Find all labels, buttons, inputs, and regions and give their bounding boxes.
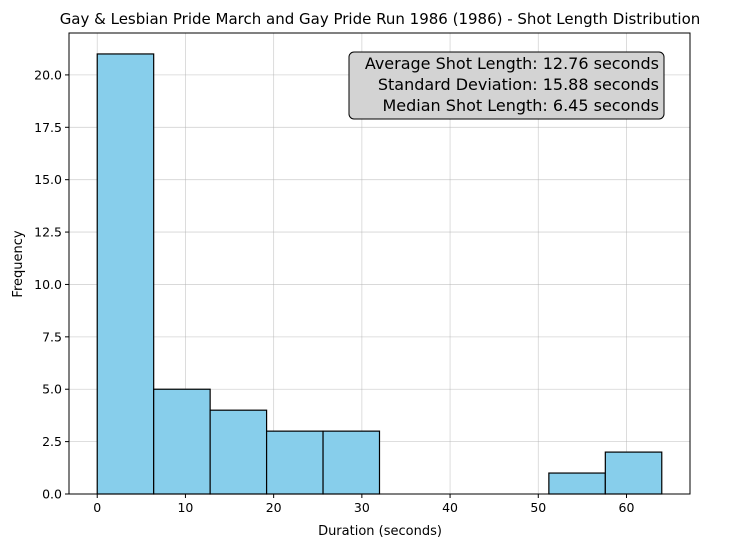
x-tick-label: 60 <box>619 500 635 515</box>
histogram-bar <box>153 388 211 495</box>
histogram-bars <box>96 53 663 495</box>
stats-stddev-line: Standard Deviation: 15.88 seconds <box>378 75 659 94</box>
stats-average-line: Average Shot Length: 12.76 seconds <box>365 54 659 73</box>
histogram-bar <box>265 430 324 495</box>
y-axis-label: Frequency <box>11 230 26 297</box>
histogram-bar <box>209 409 268 495</box>
y-tick-label: 2.5 <box>42 434 62 449</box>
histogram-bar <box>322 430 381 495</box>
histogram-bar <box>604 451 663 495</box>
y-tick-label: 17.5 <box>34 120 62 135</box>
stats-median-line: Median Shot Length: 6.45 seconds <box>383 96 660 115</box>
plot-frame <box>68 32 691 495</box>
y-tick-label: 5.0 <box>42 382 62 397</box>
y-tick-label: 12.5 <box>34 225 62 240</box>
x-tick-label: 50 <box>530 500 546 515</box>
x-tick-label: 30 <box>354 500 370 515</box>
x-tick-label: 40 <box>442 500 458 515</box>
histogram-bar <box>548 472 606 495</box>
stats-box-background <box>348 51 665 120</box>
x-tick-label: 10 <box>177 500 193 515</box>
x-tick-label: 20 <box>266 500 282 515</box>
stats-annotation-box: Average Shot Length: 12.76 seconds Stand… <box>348 51 665 120</box>
y-tick-label: 15.0 <box>34 172 62 187</box>
y-tick-label: 7.5 <box>42 329 62 344</box>
histogram-bar <box>96 53 155 495</box>
y-axis-ticks: 0.0 2.5 5.0 7.5 10.0 12.5 15.0 17.5 20.0 <box>34 67 69 502</box>
x-axis-ticks: 0 10 20 30 40 50 60 <box>93 494 634 515</box>
y-tick-label: 0.0 <box>42 487 62 502</box>
y-tick-label: 20.0 <box>34 67 62 82</box>
y-tick-label: 10.0 <box>34 277 62 292</box>
x-tick-label: 0 <box>93 500 101 515</box>
chart-title: Gay & Lesbian Pride March and Gay Pride … <box>60 10 701 28</box>
x-axis-label: Duration (seconds) <box>318 524 442 539</box>
